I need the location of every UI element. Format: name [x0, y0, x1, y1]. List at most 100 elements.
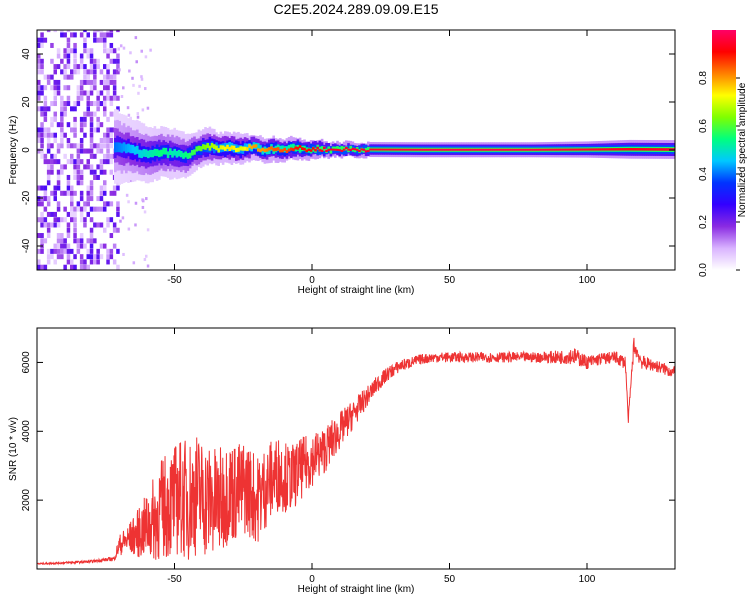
heatmap-cell — [40, 37, 44, 43]
heatmap-cell — [93, 37, 97, 43]
heatmap-cell — [558, 148, 561, 151]
heatmap-cell — [109, 32, 114, 38]
spectrogram-ridge-cells — [114, 108, 675, 185]
y-tick-label: 0 — [21, 147, 32, 153]
heatmap-cell — [89, 148, 94, 154]
heatmap-cell — [182, 152, 185, 159]
heatmap-cell — [73, 116, 77, 122]
heatmap-cell — [93, 69, 97, 75]
heatmap-cell — [576, 148, 579, 151]
heatmap-cell — [86, 190, 90, 196]
heatmap-cell — [70, 106, 74, 112]
heatmap-cell — [472, 148, 476, 151]
heatmap-cell — [93, 58, 97, 64]
heatmap-cell — [50, 74, 54, 80]
heatmap-cell — [73, 122, 77, 128]
heatmap-cell — [66, 222, 71, 228]
heatmap-cell — [83, 74, 87, 80]
heatmap-cell — [96, 90, 100, 96]
heatmap-cell — [329, 149, 333, 154]
heatmap-cell — [79, 169, 84, 175]
heatmap-cell — [89, 58, 94, 64]
heatmap-cell — [56, 206, 61, 212]
heatmap-cell — [50, 211, 54, 217]
heatmap-cell — [86, 101, 90, 107]
heatmap-cell — [63, 217, 67, 223]
heatmap-cell — [66, 180, 71, 186]
heatmap-cell — [53, 211, 57, 217]
heatmap-cell — [46, 196, 51, 202]
heatmap-cell — [106, 64, 110, 70]
heatmap-cell — [46, 132, 51, 138]
heatmap-cell — [73, 206, 77, 212]
heatmap-cell — [83, 48, 87, 54]
heatmap-cell — [46, 143, 51, 149]
heatmap-cell — [109, 217, 114, 223]
heatmap-cell — [40, 248, 44, 254]
heatmap-cell — [93, 169, 97, 175]
heatmap-cell — [129, 51, 132, 55]
heatmap-cell — [89, 53, 94, 59]
heatmap-cell — [40, 185, 44, 191]
heatmap-cell — [56, 169, 61, 175]
heatmap-cell — [50, 122, 54, 128]
heatmap-cell — [70, 259, 74, 265]
heatmap-cell — [40, 143, 44, 149]
heatmap-cell — [79, 32, 84, 38]
heatmap-cell — [529, 148, 533, 151]
heatmap-cell — [496, 148, 500, 151]
heatmap-cell — [99, 222, 104, 228]
heatmap-cell — [103, 201, 107, 207]
heatmap-cell — [73, 211, 77, 217]
heatmap-cell — [661, 148, 665, 151]
heatmap-cell — [89, 138, 94, 143]
heatmap-cell — [50, 164, 54, 170]
heatmap-cell — [99, 148, 104, 154]
heatmap-cell — [73, 64, 77, 70]
heatmap-cell — [76, 238, 81, 244]
heatmap-cell — [50, 222, 54, 228]
heatmap-cell — [73, 106, 77, 112]
snr-plot-area — [37, 328, 675, 569]
heatmap-cell — [268, 147, 271, 155]
heatmap-cell — [137, 91, 140, 95]
heatmap-cell — [76, 159, 81, 165]
heatmap-cell — [83, 116, 87, 122]
heatmap-cell — [109, 153, 114, 159]
heatmap-cell — [281, 145, 284, 152]
heatmap-cell — [103, 243, 107, 249]
heatmap-cell — [79, 180, 84, 186]
heatmap-cell — [325, 149, 328, 153]
heatmap-cell — [106, 153, 110, 159]
heatmap-cell — [106, 30, 110, 33]
heatmap-cell — [60, 69, 64, 75]
heatmap-cell — [358, 150, 361, 153]
heatmap-cell — [112, 58, 117, 64]
heatmap-cell — [145, 197, 148, 201]
heatmap-cell — [53, 64, 57, 70]
heatmap-cell — [50, 169, 54, 175]
heatmap-cell — [96, 206, 100, 212]
heatmap-cell — [224, 146, 227, 151]
heatmap-cell — [228, 146, 231, 152]
heatmap-cell — [56, 222, 61, 228]
heatmap-cell — [66, 159, 71, 165]
heatmap-cell — [93, 238, 97, 244]
heatmap-cell — [362, 144, 366, 152]
heatmap-cell — [46, 138, 51, 143]
heatmap-cell — [106, 143, 110, 149]
heatmap-cell — [86, 95, 90, 101]
heatmap-cell — [378, 148, 381, 151]
heatmap-cell — [112, 79, 117, 85]
heatmap-cell — [144, 55, 148, 59]
heatmap-cell — [79, 174, 84, 180]
heatmap-cell — [86, 264, 90, 270]
heatmap-cell — [133, 146, 137, 155]
heatmap-cell — [314, 148, 317, 152]
snr-y-axis: 2000 4000 6000 — [21, 351, 675, 511]
heatmap-cell — [463, 148, 467, 151]
heatmap-cell — [86, 74, 90, 80]
heatmap-cell — [60, 101, 64, 107]
heatmap-cell — [76, 90, 81, 96]
